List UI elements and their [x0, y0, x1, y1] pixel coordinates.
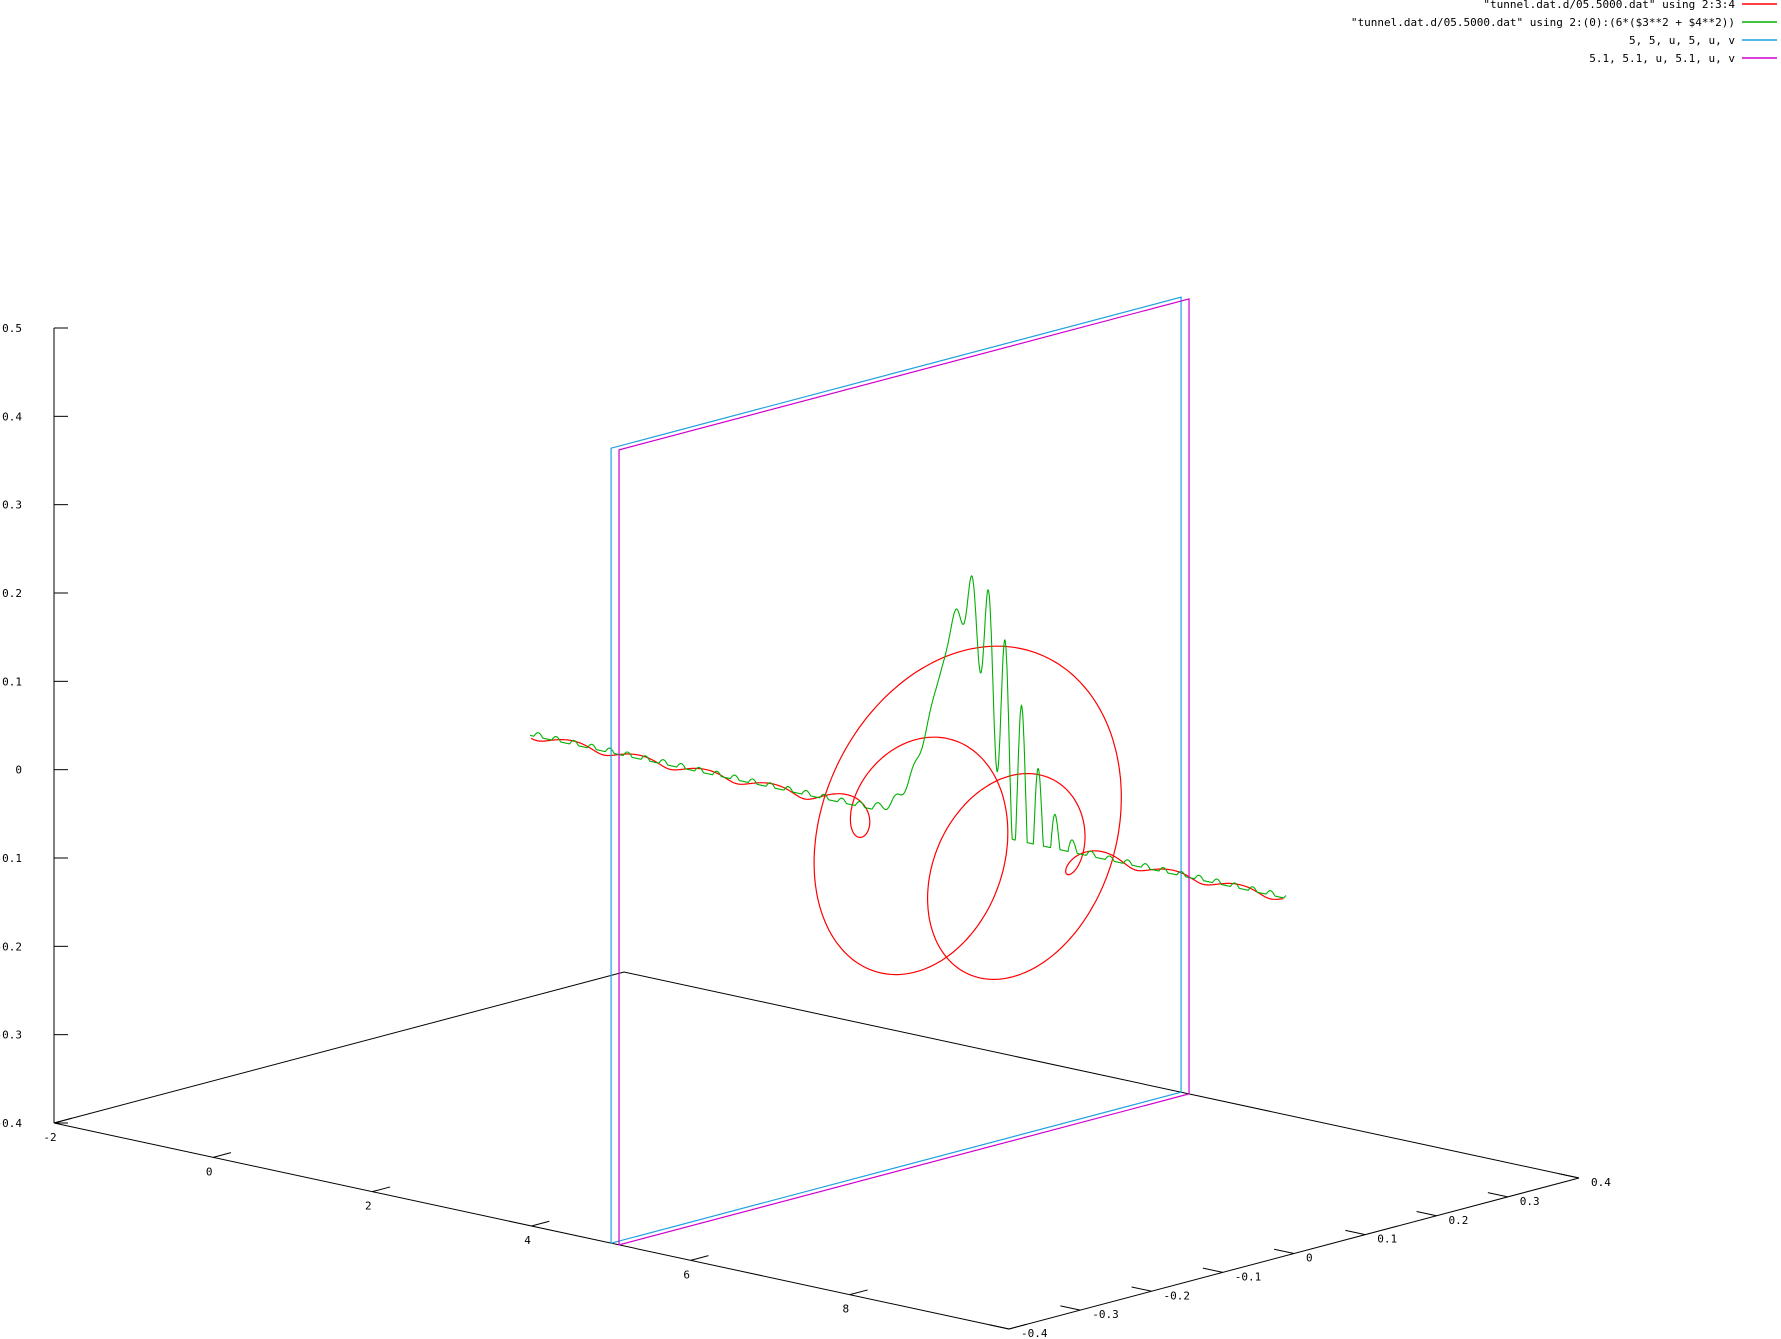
x-tick: [372, 1186, 391, 1193]
x-tick-label: 6: [683, 1268, 690, 1281]
x-tick: [690, 1255, 709, 1261]
base-edge-back: [623, 971, 1580, 1179]
x-axis-ticks: -2 0 2 4 6 8 10: [43, 1117, 1027, 1339]
y-axis-ticks: -0.4 -0.3 -0.2 -0.1 0 0.1 0.2 0.3 0.4: [988, 1173, 1611, 1339]
z-tick-label: 0.2: [2, 587, 22, 600]
series-group: [530, 296, 1287, 1246]
y-tick: [1558, 1173, 1580, 1179]
x-tick-label: -2: [43, 1131, 56, 1144]
y-tick: [1273, 1248, 1295, 1254]
y-tick-label: -0.1: [1235, 1270, 1262, 1283]
x-tick: [1008, 1323, 1027, 1330]
y-tick-label: -0.2: [1164, 1289, 1191, 1302]
legend-label-2: 5, 5, u, 5, u, v: [1629, 34, 1735, 47]
y-tick: [1202, 1267, 1223, 1273]
y-tick: [1416, 1210, 1437, 1217]
x-tick: [213, 1152, 232, 1158]
plane-series-2: [610, 296, 1182, 1244]
z-tick-label: 0: [15, 764, 22, 777]
x-tick-label: 10: [998, 1337, 1011, 1339]
y-tick-label: 0: [1306, 1252, 1313, 1265]
x-tick-label: 2: [365, 1200, 372, 1213]
spiral-series-0: [530, 645, 1284, 981]
x-tick: [53, 1117, 72, 1124]
z-tick-label: 0.1: [2, 675, 22, 688]
z-tick-label: -0.3: [0, 1029, 22, 1042]
x-tick-label: 0: [206, 1165, 213, 1178]
legend-label-3: 5.1, 5.1, u, 5.1, u, v: [1589, 52, 1735, 65]
y-tick-label: -0.4: [1021, 1327, 1048, 1339]
z-tick-label: 0.4: [2, 410, 22, 423]
z-axis: -0.4 -0.3 -0.2 -0.1 0 0.1 0.2 0.3 0.4 0.5: [0, 322, 68, 1130]
legend-label-0: "tunnel.dat.d/05.5000.dat" using 2:3:4: [1483, 0, 1735, 11]
base-edge-back-left: [53, 971, 625, 1124]
z-tick-label: -0.4: [0, 1117, 22, 1130]
z-tick-label: 0.5: [2, 322, 22, 335]
y-tick-label: -0.3: [1092, 1308, 1119, 1321]
legend: "tunnel.dat.d/05.5000.dat" using 2:3:4 "t…: [1351, 0, 1777, 65]
y-tick: [1487, 1192, 1508, 1198]
z-tick-label: -0.1: [0, 852, 22, 865]
y-tick-label: 0.4: [1591, 1176, 1611, 1189]
y-tick: [1345, 1229, 1366, 1236]
y-tick: [1131, 1286, 1152, 1292]
y-tick: [1060, 1305, 1081, 1311]
y-tick-label: 0.3: [1520, 1195, 1540, 1208]
legend-label-1: "tunnel.dat.d/05.5000.dat" using 2:(0):(…: [1351, 16, 1735, 29]
density-series-1: [530, 575, 1287, 899]
y-tick: [988, 1324, 1010, 1330]
x-tick-label: 4: [524, 1234, 531, 1247]
x-tick: [531, 1220, 550, 1227]
y-tick-label: 0.1: [1377, 1233, 1397, 1246]
z-tick-label: 0.3: [2, 499, 22, 512]
plane-series-3: [618, 298, 1190, 1246]
x-tick: [849, 1289, 868, 1296]
x-tick-label: 8: [843, 1303, 850, 1316]
base-grid: [53, 971, 1580, 1330]
z-tick-label: -0.2: [0, 940, 22, 953]
y-tick-label: 0.2: [1449, 1214, 1469, 1227]
